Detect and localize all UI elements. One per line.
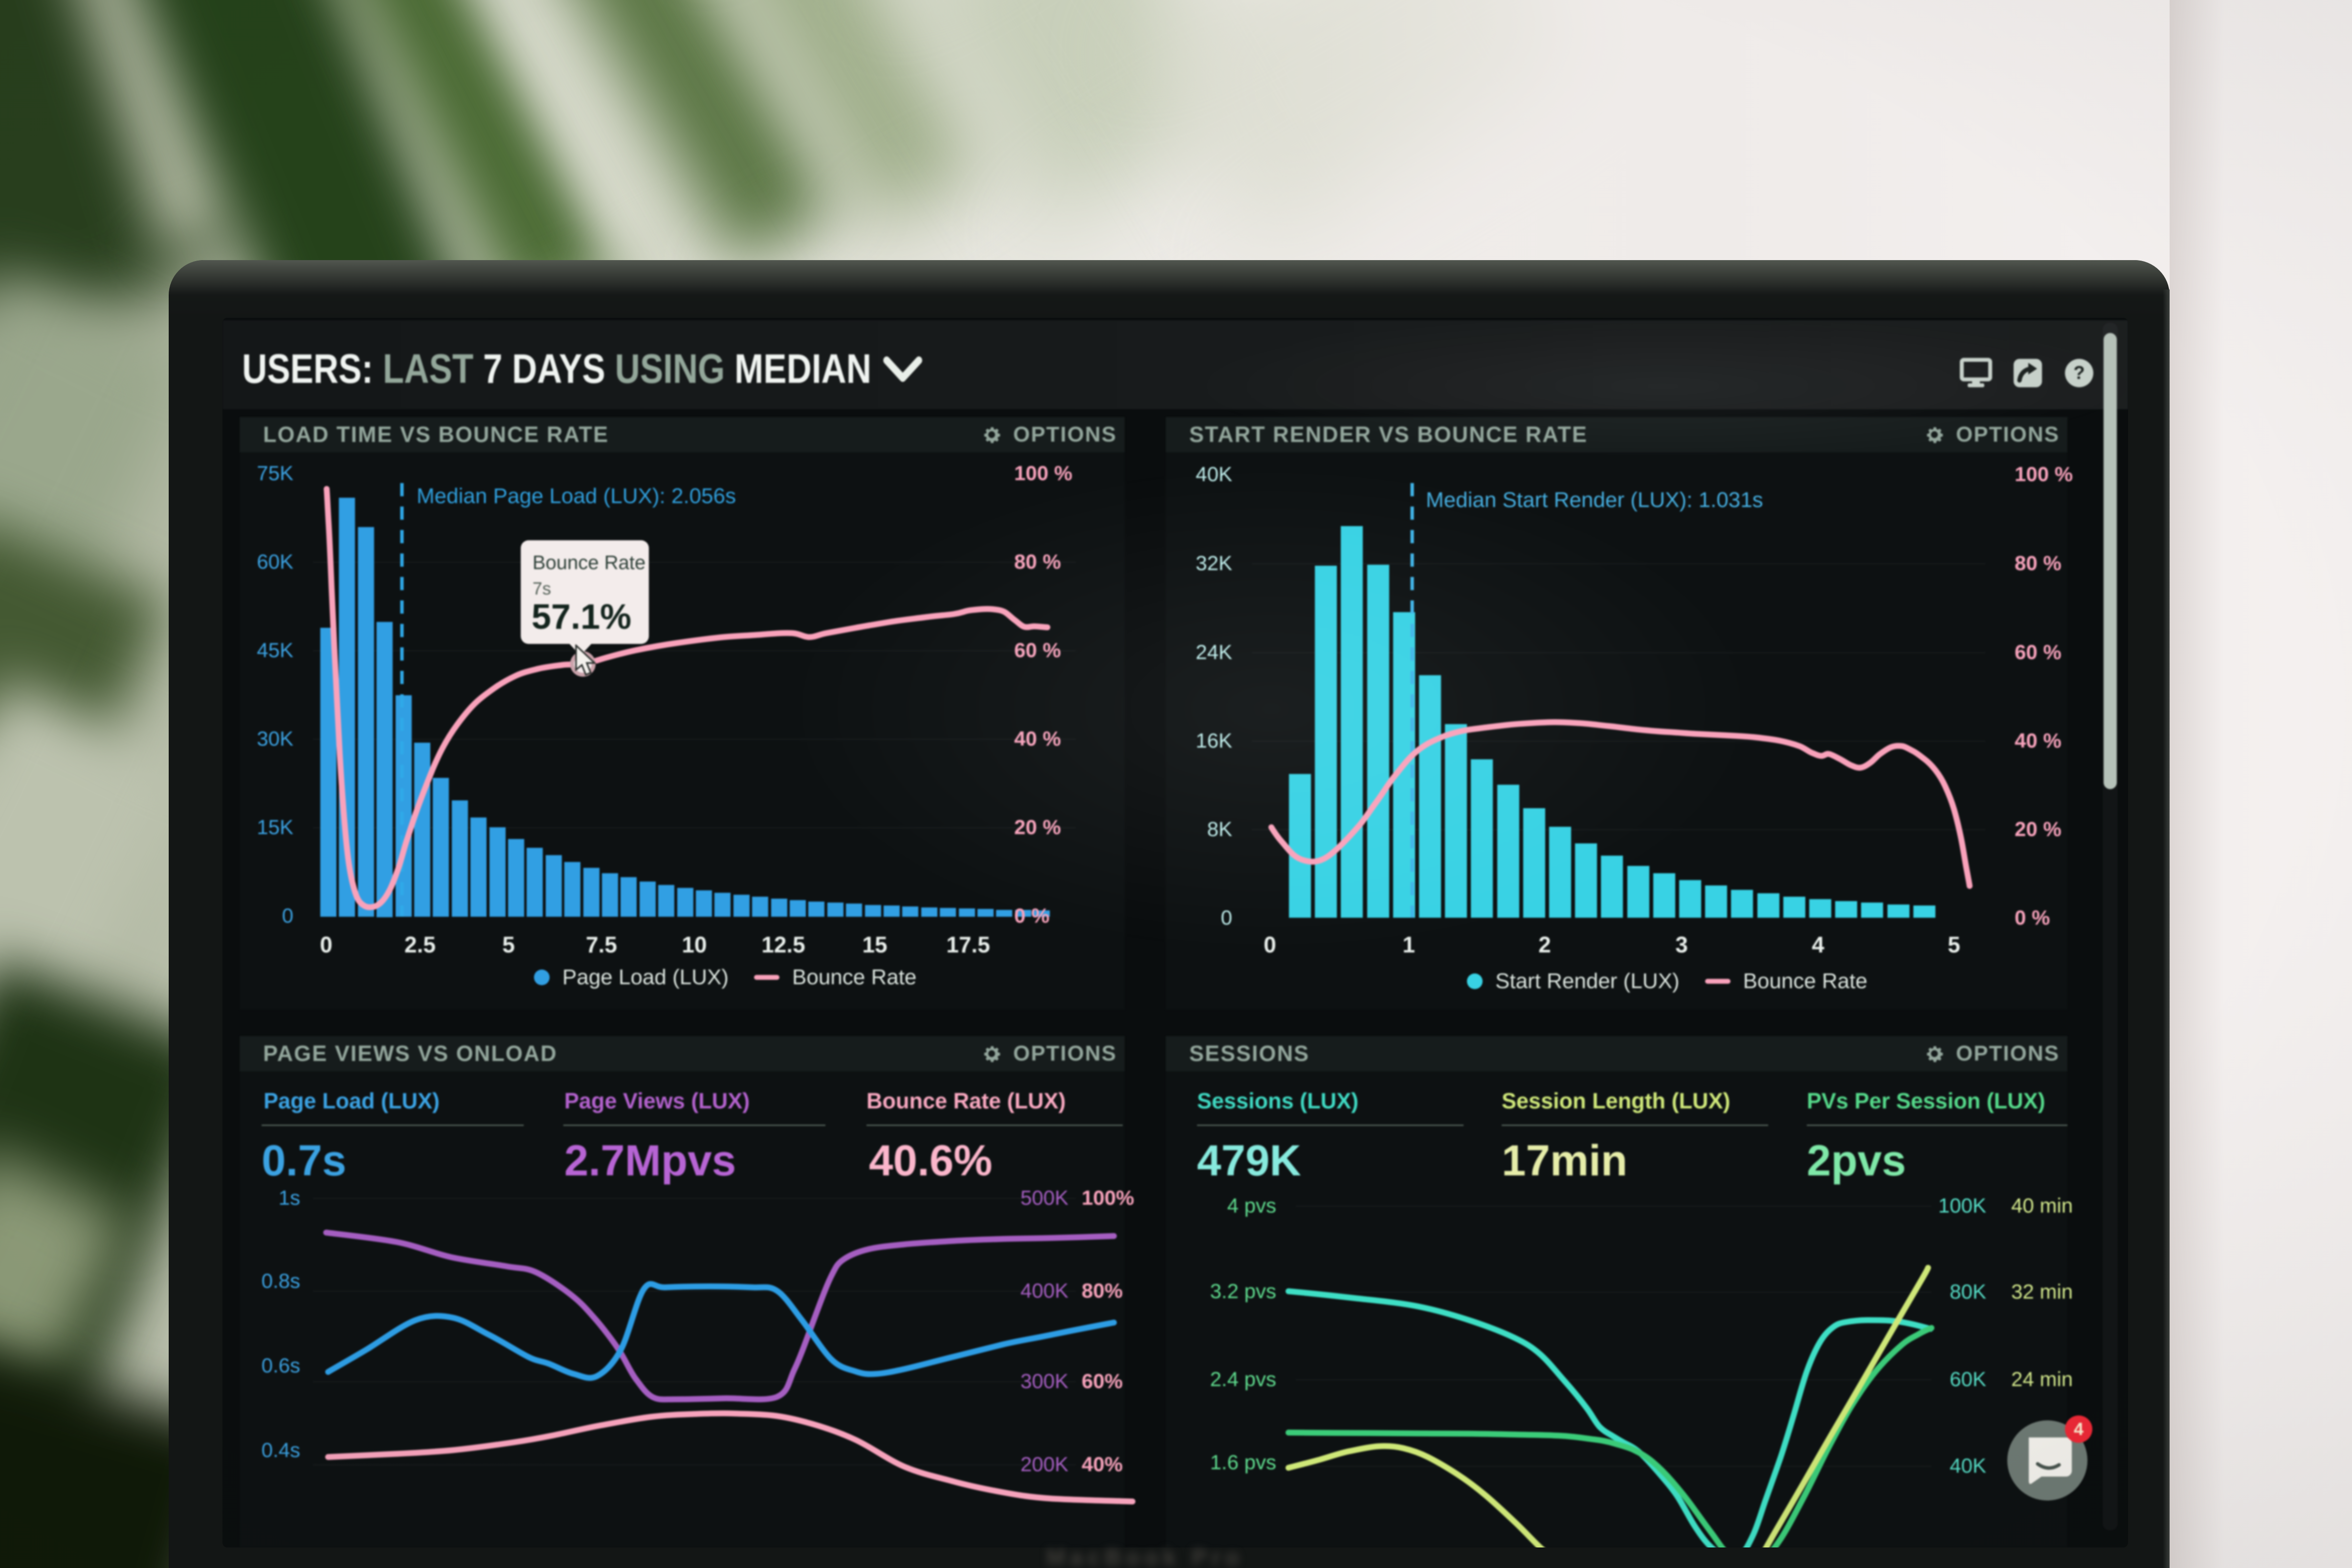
svg-text:?: ? [2073, 363, 2085, 383]
svg-text:4: 4 [2074, 1419, 2084, 1439]
